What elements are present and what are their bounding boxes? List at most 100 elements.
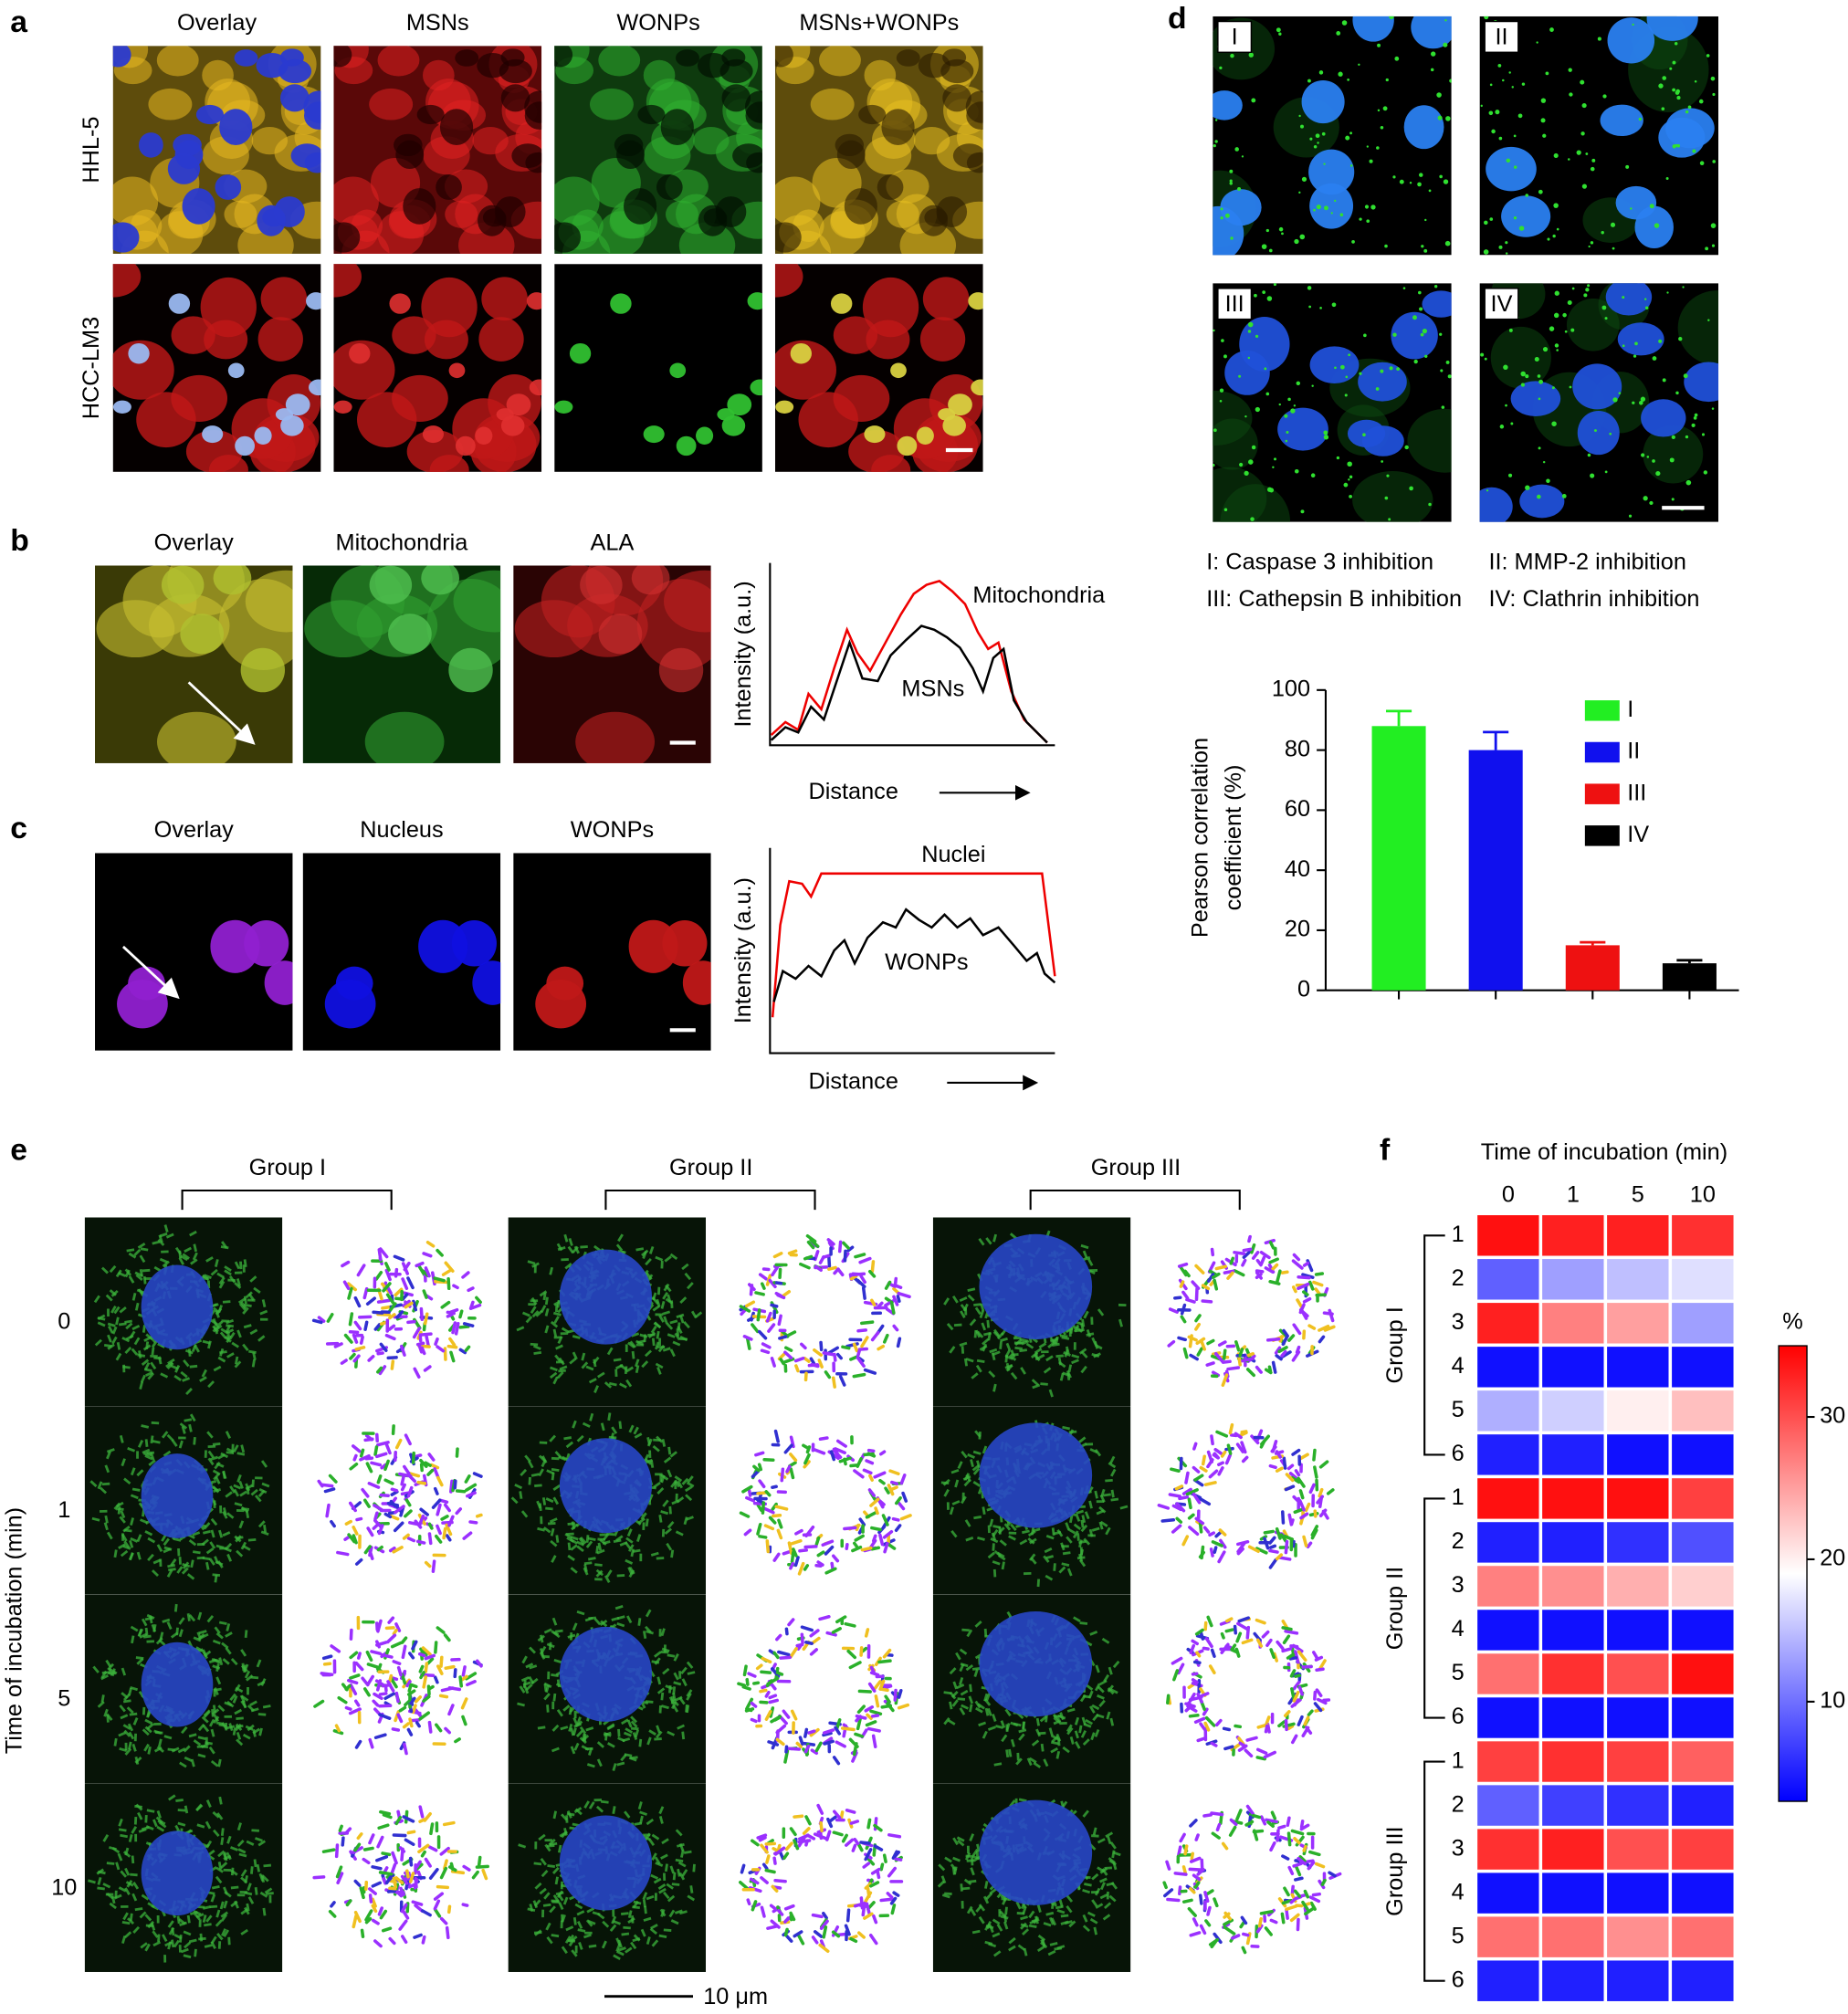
cell	[848, 429, 905, 472]
particle	[1278, 403, 1281, 406]
mito	[231, 1341, 239, 1348]
mito	[175, 1627, 179, 1636]
mito	[673, 1672, 679, 1681]
mito	[193, 1436, 196, 1445]
particle	[1336, 31, 1341, 36]
cell	[448, 362, 466, 379]
skeleton	[813, 1348, 823, 1357]
mito	[685, 1494, 693, 1502]
particle	[1449, 79, 1452, 83]
cell	[333, 400, 352, 414]
skeleton	[760, 1348, 771, 1355]
cell	[112, 264, 142, 298]
skeleton	[390, 1862, 397, 1876]
mito	[215, 1663, 220, 1672]
skeleton	[1323, 1325, 1336, 1332]
mito	[566, 1812, 575, 1817]
mito	[551, 1866, 560, 1874]
nucleus	[141, 1642, 214, 1727]
mito	[154, 1731, 163, 1735]
skeleton	[818, 1943, 830, 1953]
mito	[622, 1737, 631, 1743]
mito	[675, 1858, 684, 1863]
mito	[563, 1827, 568, 1836]
mito	[177, 1821, 186, 1827]
mito	[996, 1551, 1005, 1558]
mito	[975, 1364, 982, 1373]
skeleton	[395, 1310, 404, 1319]
mito	[246, 1903, 250, 1912]
mito	[166, 1433, 174, 1442]
mito	[256, 1863, 261, 1872]
mito	[230, 1658, 238, 1666]
mito	[649, 1927, 658, 1935]
particle	[1413, 359, 1418, 364]
skeleton	[357, 1652, 362, 1660]
skeleton	[396, 1713, 404, 1724]
skeleton	[1240, 1441, 1247, 1454]
cell	[388, 614, 432, 655]
mito	[141, 1358, 150, 1366]
mito	[1080, 1519, 1085, 1528]
mito	[678, 1842, 685, 1851]
skeleton	[871, 1734, 877, 1748]
mito	[646, 1436, 651, 1445]
mito	[687, 1894, 696, 1902]
mito	[658, 1315, 665, 1323]
cell	[168, 293, 191, 314]
skeleton	[803, 1744, 811, 1754]
mito	[1086, 1332, 1095, 1337]
skeleton	[751, 1323, 760, 1334]
mito	[236, 1549, 244, 1558]
mito	[644, 1349, 653, 1358]
mito	[1010, 1371, 1018, 1380]
mito	[217, 1453, 226, 1460]
mito	[586, 1763, 595, 1768]
mito	[174, 1246, 183, 1255]
mito	[225, 1647, 232, 1655]
mito	[237, 1848, 247, 1854]
skeleton	[771, 1484, 778, 1489]
particle	[1553, 312, 1559, 319]
skeleton	[1208, 1469, 1219, 1479]
skeleton	[475, 1295, 482, 1305]
skeleton	[402, 1815, 415, 1823]
mito	[240, 1928, 248, 1935]
skeleton	[382, 1282, 392, 1293]
mito	[544, 1843, 551, 1852]
particle	[1380, 126, 1384, 130]
mito	[972, 1467, 981, 1475]
mito	[632, 1548, 641, 1553]
skeleton	[346, 1282, 358, 1292]
mito	[151, 1347, 155, 1356]
panel-letter: a	[10, 5, 27, 39]
skeleton	[385, 1633, 397, 1644]
skeleton	[427, 1720, 433, 1734]
particle	[1521, 82, 1526, 86]
particle	[1669, 457, 1675, 463]
mito	[1073, 1523, 1082, 1530]
cell	[732, 143, 762, 169]
particle	[1214, 119, 1218, 121]
skeleton	[348, 1329, 360, 1335]
mito	[951, 1500, 961, 1505]
skeleton	[424, 1461, 432, 1467]
mito	[962, 1474, 971, 1481]
cell	[1643, 425, 1704, 484]
skeleton	[341, 1836, 345, 1847]
particle	[1419, 307, 1423, 311]
particle	[1513, 134, 1517, 138]
mito	[257, 1840, 267, 1847]
mito	[553, 1658, 562, 1664]
skeleton	[427, 1684, 435, 1691]
mito	[655, 1862, 664, 1867]
mito	[184, 1348, 194, 1355]
skeleton	[436, 1524, 442, 1536]
mito	[642, 1892, 648, 1901]
skeleton	[440, 1515, 449, 1521]
mito	[255, 1837, 263, 1842]
mito	[539, 1290, 548, 1297]
mito	[139, 1381, 144, 1390]
mito	[595, 1569, 604, 1578]
mito	[672, 1686, 677, 1694]
